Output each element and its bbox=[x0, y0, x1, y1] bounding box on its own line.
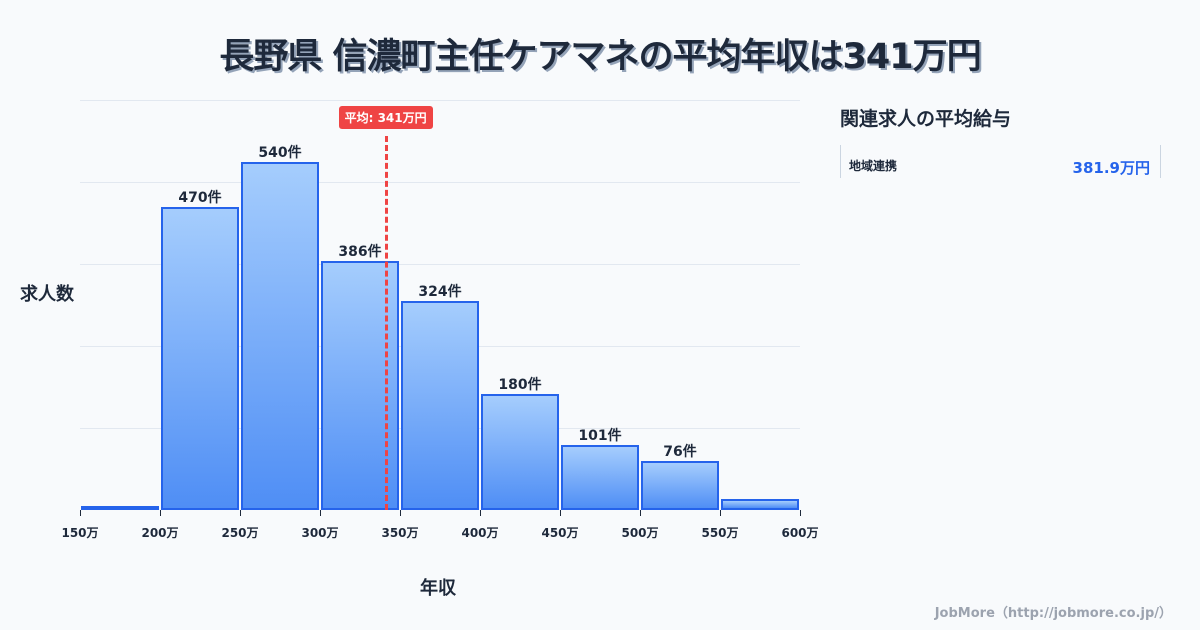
histogram-plot: 470件 540件 386件 324件 180件 101件 76件 bbox=[80, 100, 800, 510]
bar-value-label: 180件 bbox=[498, 376, 542, 393]
x-tick bbox=[480, 510, 481, 516]
related-salary-title: 関連求人の平均給与 bbox=[840, 108, 1012, 130]
x-tick-label: 200万 bbox=[141, 526, 179, 540]
x-tick bbox=[80, 510, 81, 516]
grid-line bbox=[80, 264, 800, 265]
bar-value-label: 101件 bbox=[578, 427, 622, 444]
histogram-bar bbox=[401, 301, 479, 510]
bar-value-label: 76件 bbox=[663, 444, 697, 460]
histogram-bar bbox=[561, 444, 639, 510]
x-tick bbox=[720, 510, 721, 516]
x-tick-label: 550万 bbox=[701, 526, 739, 540]
grid-line bbox=[80, 100, 800, 101]
related-job-name: 地域連携 bbox=[849, 159, 898, 173]
histogram-bar bbox=[161, 207, 239, 510]
mean-line bbox=[384, 136, 388, 510]
related-salary-row: 地域連携 381.9万円 bbox=[840, 145, 1161, 178]
grid-line bbox=[80, 182, 800, 183]
x-axis-label: 年収 bbox=[420, 578, 456, 599]
x-tick bbox=[240, 510, 241, 516]
x-tick bbox=[640, 510, 641, 516]
x-tick-label: 600万 bbox=[781, 526, 819, 540]
x-tick-label: 450万 bbox=[541, 526, 579, 540]
related-job-salary: 381.9万円 bbox=[1072, 159, 1150, 177]
bar-value-label: 324件 bbox=[418, 284, 462, 301]
histogram-bar bbox=[721, 499, 799, 510]
histogram-bar bbox=[481, 393, 559, 510]
bar-value-label: 540件 bbox=[258, 144, 302, 161]
x-tick bbox=[560, 510, 561, 516]
x-tick bbox=[800, 510, 801, 516]
page-title: 長野県 信濃町主任ケアマネの平均年収は341万円 bbox=[219, 37, 981, 77]
histogram-bar bbox=[241, 161, 319, 510]
x-tick-label: 500万 bbox=[621, 526, 659, 540]
x-tick bbox=[160, 510, 161, 516]
x-tick-label: 250万 bbox=[221, 526, 259, 540]
x-tick-label: 350万 bbox=[381, 526, 419, 540]
histogram-bar bbox=[641, 461, 719, 510]
histogram-bar bbox=[81, 506, 159, 510]
bar-value-label: 470件 bbox=[178, 190, 222, 206]
bar-value-label: 386件 bbox=[338, 244, 382, 261]
y-axis-label: 求人数 bbox=[20, 284, 74, 305]
x-tick-label: 150万 bbox=[61, 526, 99, 540]
x-tick-label: 400万 bbox=[461, 526, 499, 540]
footer-credit: JobMore（http://jobmore.co.jp/） bbox=[934, 606, 1172, 621]
x-tick bbox=[400, 510, 401, 516]
mean-badge: 平均: 341万円 bbox=[338, 106, 433, 129]
x-tick bbox=[320, 510, 321, 516]
x-tick-label: 300万 bbox=[301, 526, 339, 540]
